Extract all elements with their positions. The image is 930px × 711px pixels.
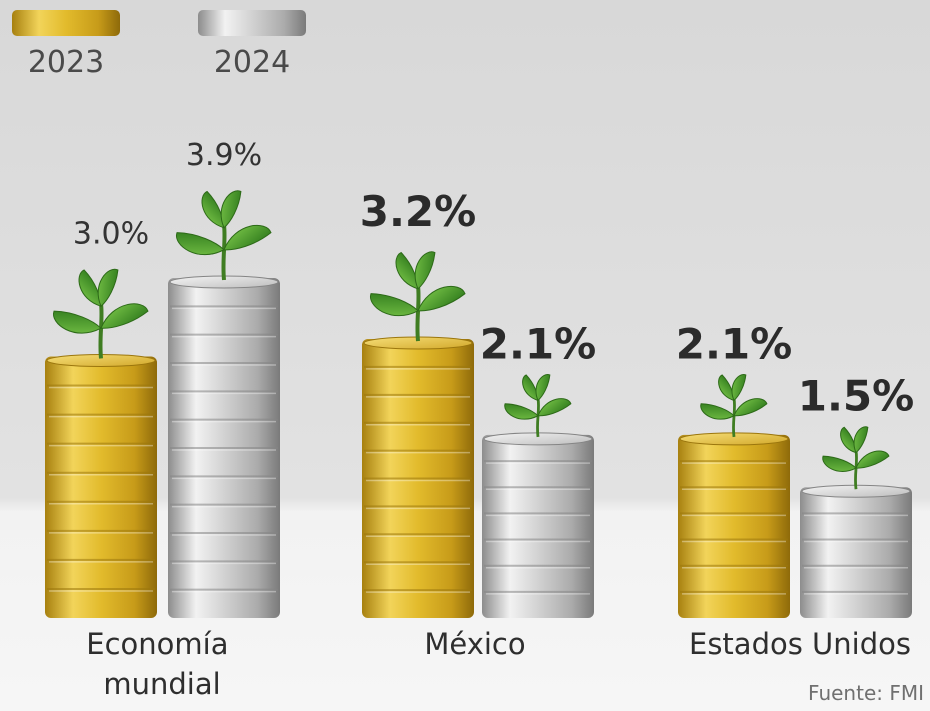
sprout-stem <box>854 450 858 490</box>
source-note: Fuente: FMI <box>808 681 924 705</box>
legend-swatch-2024 <box>198 10 306 36</box>
bar-2023-estados-unidos <box>678 432 790 618</box>
bar-2024-mexico <box>482 432 594 618</box>
coin-stack-body <box>678 434 790 618</box>
sprout-icon <box>53 268 149 359</box>
sprout-stem <box>415 285 421 342</box>
plants-layer <box>53 190 890 490</box>
sprout-leaf-top-right <box>220 190 242 229</box>
value-label-2024-estados-unidos: 1.5% <box>798 372 914 421</box>
sprout-leaf-top-right <box>731 374 747 402</box>
sprout-icon <box>700 374 768 438</box>
bar-2024-estados-unidos <box>800 484 912 618</box>
category-label-estados-unidos: Estados Unidos <box>689 627 911 661</box>
sprout-leaf-top-right <box>97 268 119 308</box>
category-labels: Economía mundial México Estados Unidos <box>86 627 911 701</box>
coin-stack-body <box>800 487 912 618</box>
value-label-2023-economia-mundial: 3.0% <box>73 216 149 251</box>
bar-2023-economia-mundial <box>45 353 157 618</box>
sprout-stem <box>98 303 104 359</box>
sprout-leaf-right <box>100 303 149 329</box>
value-labels-layer: 3.0% 3.2%2.1%3.9%2.1%1.5% <box>73 138 914 421</box>
sprout-leaf-left <box>822 455 857 472</box>
sprout-leaf-right <box>537 398 572 417</box>
legend: 2023 2024 <box>12 10 306 80</box>
sprout-stem <box>732 398 736 438</box>
legend-swatch-2023 <box>12 10 120 36</box>
sprout-stem <box>536 398 540 438</box>
sprout-leaf-top-right <box>853 426 869 454</box>
sprout-leaf-right <box>417 285 466 312</box>
value-label-2024-mexico: 2.1% <box>480 319 596 368</box>
category-label-economia-mundial: Economía mundial <box>86 627 237 701</box>
category-label-line-2: mundial <box>103 667 220 701</box>
legend-label-2024: 2024 <box>214 45 290 80</box>
bar-2023-mexico <box>362 336 474 618</box>
bars-layer <box>45 275 912 618</box>
sprout-leaf-left <box>53 310 102 334</box>
sprout-icon <box>822 426 890 490</box>
sprout-stem <box>221 224 227 281</box>
sprout-leaf-right <box>733 398 768 417</box>
sprout-icon <box>504 374 572 438</box>
sprout-leaf-right <box>855 450 890 469</box>
sprout-leaf-left <box>370 293 419 317</box>
value-label-2023-estados-unidos: 2.1% <box>676 319 792 368</box>
coin-stack-body <box>482 434 594 618</box>
category-label-line-1: Economía <box>86 627 228 661</box>
sprout-icon <box>370 251 466 342</box>
sprout-leaf-top-right <box>414 251 436 290</box>
sprout-icon <box>176 190 272 281</box>
category-label-mexico: México <box>424 627 525 661</box>
value-label-2024-economia-mundial: 3.9% <box>186 138 262 173</box>
bar-2024-economia-mundial <box>168 275 280 618</box>
coin-stack-body <box>45 356 157 618</box>
value-label-2023-mexico: 3.2% <box>360 187 476 236</box>
sprout-leaf-top-right <box>535 374 551 402</box>
sprout-leaf-left <box>700 403 735 420</box>
sprout-leaf-right <box>223 224 272 251</box>
sprout-leaf-left <box>504 403 539 420</box>
legend-label-2023: 2023 <box>28 45 104 80</box>
sprout-leaf-left <box>176 232 225 256</box>
